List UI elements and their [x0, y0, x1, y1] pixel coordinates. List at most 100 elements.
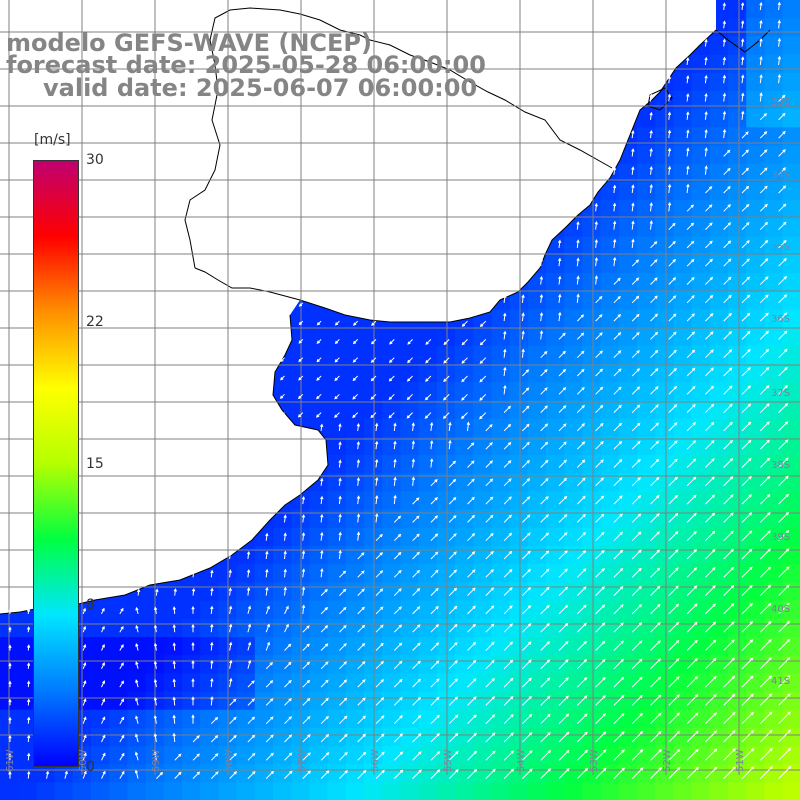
wind-arrow — [631, 694, 643, 706]
wind-arrow — [339, 606, 347, 615]
wind-arrow — [320, 697, 329, 706]
speed-cell — [728, 655, 747, 674]
speed-cell — [728, 109, 747, 128]
speed-cell — [236, 746, 256, 765]
speed-cell — [655, 473, 674, 492]
speed-cell — [382, 473, 401, 492]
speed-cell — [473, 655, 492, 674]
wind-arrow — [741, 312, 751, 322]
wind-arrow — [576, 622, 587, 633]
speed-cell — [582, 509, 602, 529]
wind-arrow — [686, 730, 699, 743]
wind-arrow — [425, 375, 432, 382]
wind-arrow — [613, 313, 622, 322]
wind-arrow — [723, 748, 736, 761]
speed-cell — [637, 218, 656, 238]
wind-arrow — [210, 623, 214, 633]
wind-arrow — [134, 769, 139, 779]
speed-cell — [728, 582, 747, 602]
wind-arrow — [540, 459, 549, 468]
speed-cell — [782, 200, 800, 219]
speed-cell — [200, 600, 219, 620]
wind-arrow — [723, 621, 735, 633]
speed-cell — [564, 236, 583, 256]
wind-arrow — [374, 458, 379, 468]
wind-arrow — [412, 515, 420, 523]
speed-cell — [618, 509, 638, 529]
speed-cell — [309, 600, 329, 620]
wind-arrow — [650, 730, 662, 743]
wind-arrow — [741, 494, 752, 505]
wind-arrow — [595, 731, 607, 743]
wind-arrow — [522, 568, 531, 578]
speed-cell — [764, 728, 784, 747]
wind-arrow — [191, 678, 195, 688]
speed-cell — [91, 728, 110, 747]
speed-cell — [527, 527, 547, 547]
speed-cell — [582, 473, 602, 492]
speed-cell — [418, 473, 438, 492]
speed-cell — [273, 527, 292, 547]
wind-arrow — [595, 767, 607, 779]
speed-cell — [509, 418, 529, 438]
speed-cell — [764, 691, 784, 711]
speed-cell — [91, 691, 110, 711]
wind-arrow — [650, 494, 660, 505]
wind-arrow — [412, 678, 422, 688]
wind-arrow — [448, 533, 457, 542]
wind-arrow — [302, 734, 311, 743]
wind-arrow — [723, 603, 735, 615]
wind-arrow — [759, 747, 773, 761]
speed-cell — [327, 345, 347, 365]
speed-cell — [455, 364, 474, 383]
wind-arrow — [485, 641, 495, 651]
speed-cell — [691, 218, 711, 238]
wind-arrow — [778, 439, 789, 450]
wind-arrow — [741, 457, 752, 468]
wind-arrow — [503, 423, 512, 432]
wind-arrow — [265, 752, 274, 761]
wind-arrow — [668, 313, 677, 322]
speed-cell — [327, 728, 347, 747]
wind-arrow — [316, 393, 322, 400]
wind-arrow — [576, 368, 585, 377]
wind-arrow — [466, 421, 470, 431]
wind-arrow — [741, 729, 755, 743]
wind-arrow — [101, 625, 105, 633]
speed-cell — [546, 309, 565, 329]
speed-cell — [509, 527, 529, 547]
wind-arrow — [759, 584, 772, 596]
speed-cell — [637, 145, 656, 165]
speed-cell — [746, 709, 765, 729]
speed-cell — [491, 455, 511, 474]
wind-arrow — [558, 659, 569, 670]
wind-arrow — [298, 375, 304, 381]
speed-cell — [728, 618, 747, 638]
wind-arrow — [650, 640, 661, 651]
speed-cell — [637, 182, 656, 201]
wind-arrow — [320, 643, 329, 651]
wind-arrow — [301, 495, 306, 505]
wind-arrow — [741, 403, 752, 413]
speed-cell — [364, 400, 383, 420]
wind-arrow — [284, 661, 292, 670]
speed-cell — [254, 546, 274, 565]
wind-arrow — [778, 403, 789, 413]
wind-arrow — [375, 769, 385, 779]
speed-cell — [764, 218, 784, 238]
wind-arrow — [357, 606, 365, 615]
speed-cell — [637, 364, 656, 383]
wind-arrow — [686, 694, 699, 706]
wind-arrow — [540, 405, 548, 413]
wind-arrow — [759, 74, 763, 84]
speed-cell — [382, 527, 401, 547]
speed-cell — [637, 527, 656, 547]
speed-cell — [673, 72, 693, 92]
latitude-label: 33S — [771, 97, 790, 108]
wind-arrow — [265, 661, 274, 670]
wind-arrow — [631, 440, 641, 450]
speed-cell — [746, 36, 765, 56]
wind-arrow — [393, 606, 402, 615]
speed-cell — [200, 782, 219, 800]
wind-arrow — [172, 624, 176, 633]
